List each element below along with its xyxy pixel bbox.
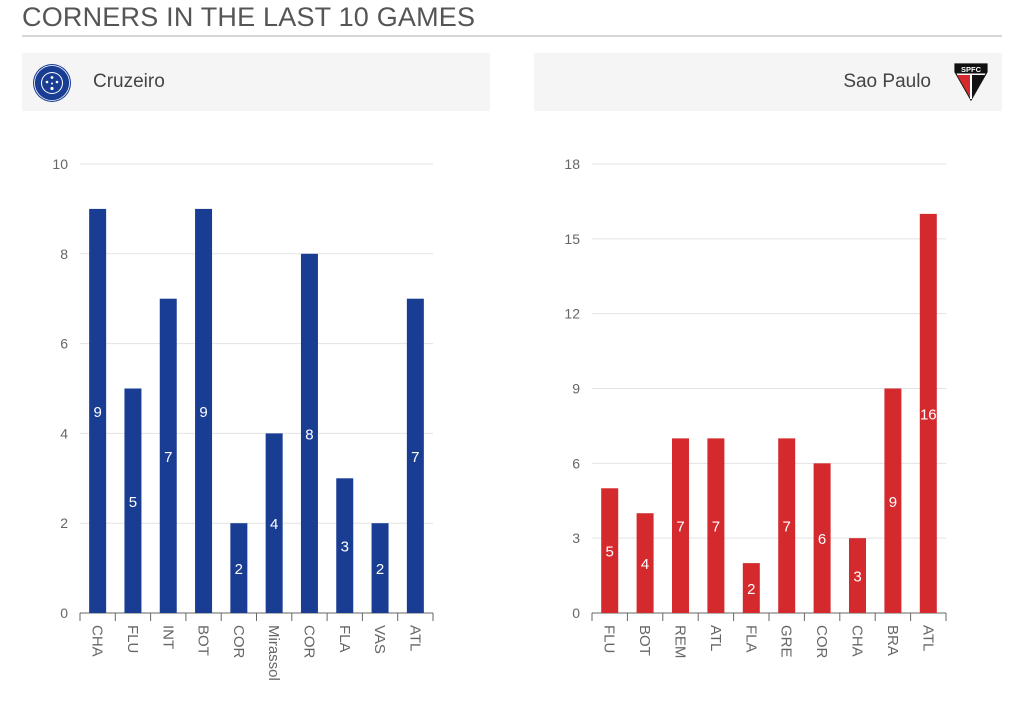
bar: [707, 438, 725, 613]
bar: [406, 298, 424, 613]
bar: [195, 208, 213, 613]
bar-value-label: 8: [305, 426, 313, 443]
bar-value-label: 3: [853, 569, 861, 586]
bar: [849, 538, 866, 613]
y-tick-label: 4: [60, 425, 68, 441]
bar: [230, 523, 248, 613]
x-tick-label: INT: [159, 625, 176, 649]
x-tick-label: CHA: [89, 625, 106, 657]
x-tick-label: FLU: [124, 625, 141, 653]
cruzeiro-corners-chart: 0 2 4 6 8 10 9 CHA 5 FLU 7 INT 9 BOT 2 COR 4 Mirassol 8 COR…: [52, 156, 434, 681]
x-tick-label: GRE: [778, 625, 795, 658]
y-tick-label: 6: [572, 455, 580, 471]
x-tick-label: FLA: [742, 625, 759, 653]
bar: [124, 388, 142, 613]
x-tick-label: BRA: [884, 625, 901, 656]
x-tick-label: ATL: [707, 625, 724, 651]
x-tick-label: VAS: [371, 625, 388, 654]
bar: [89, 208, 107, 613]
bar-value-label: 7: [712, 519, 720, 536]
bar-value-label: 7: [783, 519, 791, 536]
x-tick-label: ATL: [406, 625, 423, 651]
title-divider: [22, 35, 1002, 37]
x-tick-label: COR: [813, 625, 830, 659]
bar-value-label: 9: [889, 494, 897, 511]
bar-value-label: 2: [747, 581, 755, 598]
bar-value-label: 7: [411, 449, 419, 466]
bar: [265, 433, 283, 613]
bar-value-label: 7: [164, 449, 172, 466]
y-tick-label: 10: [52, 156, 68, 172]
bar: [778, 438, 796, 613]
y-tick-label: 18: [564, 156, 580, 172]
y-tick-label: 8: [60, 246, 68, 262]
bar-value-label: 9: [93, 404, 101, 421]
team-card-sao-paulo: Sao Paulo SPFC: [534, 53, 1002, 111]
bar-value-label: 16: [920, 406, 937, 423]
bar: [672, 438, 689, 613]
bar: [813, 463, 831, 613]
bar-value-label: 4: [270, 516, 278, 533]
x-tick-label: FLU: [601, 625, 618, 653]
bar: [636, 513, 654, 613]
y-tick-label: 2: [60, 515, 68, 531]
sao-paulo-corners-chart: 0 3 6 9 12 15 18 5 FLU 4 BOT 7 REM 7 ATL 2 FLA 7 GRE 6 COR 3 C…: [564, 156, 947, 659]
bar-value-label: 3: [341, 539, 349, 556]
x-tick-label: ATL: [919, 625, 936, 651]
bar: [742, 563, 760, 613]
bar-value-label: 2: [376, 561, 384, 578]
bar-value-label: 9: [199, 404, 207, 421]
page-title: CORNERS IN THE LAST 10 GAMES: [22, 2, 476, 32]
y-tick-label: 6: [60, 336, 68, 352]
y-tick-label: 12: [564, 306, 580, 322]
x-tick-label: FLA: [336, 625, 353, 653]
bar: [300, 253, 318, 614]
x-tick-label: COR: [300, 625, 317, 659]
y-tick-label: 0: [60, 605, 68, 621]
bar-value-label: 6: [818, 531, 826, 548]
bar: [371, 523, 389, 613]
team-name-right: Sao Paulo: [843, 71, 931, 92]
bar-value-label: 4: [641, 556, 649, 573]
bar: [159, 298, 177, 613]
bar-value-label: 5: [606, 544, 614, 561]
bar-value-label: 7: [676, 519, 684, 536]
y-tick-label: 9: [572, 381, 580, 397]
x-tick-label: CHA: [849, 625, 866, 657]
y-tick-label: 15: [564, 231, 580, 247]
bar-value-label: 2: [235, 561, 243, 578]
x-tick-label: COR: [230, 625, 247, 659]
x-tick-label: REM: [672, 625, 689, 658]
y-tick-label: 3: [572, 530, 580, 546]
cruzeiro-crest-icon: [33, 64, 71, 102]
bar: [919, 213, 937, 613]
x-tick-label: Mirassol: [265, 625, 282, 681]
team-card-cruzeiro: Cruzeiro: [22, 53, 490, 111]
bar-value-label: 5: [129, 494, 137, 511]
bar: [601, 488, 619, 613]
spfc-crest-icon: SPFC: [954, 63, 988, 101]
x-tick-label: BOT: [636, 625, 653, 656]
bar: [336, 478, 354, 613]
y-tick-label: 0: [572, 605, 580, 621]
x-tick-label: BOT: [195, 625, 212, 656]
spfc-crest-text: SPFC: [961, 65, 982, 74]
bar: [884, 388, 902, 613]
team-name-left: Cruzeiro: [93, 71, 165, 92]
